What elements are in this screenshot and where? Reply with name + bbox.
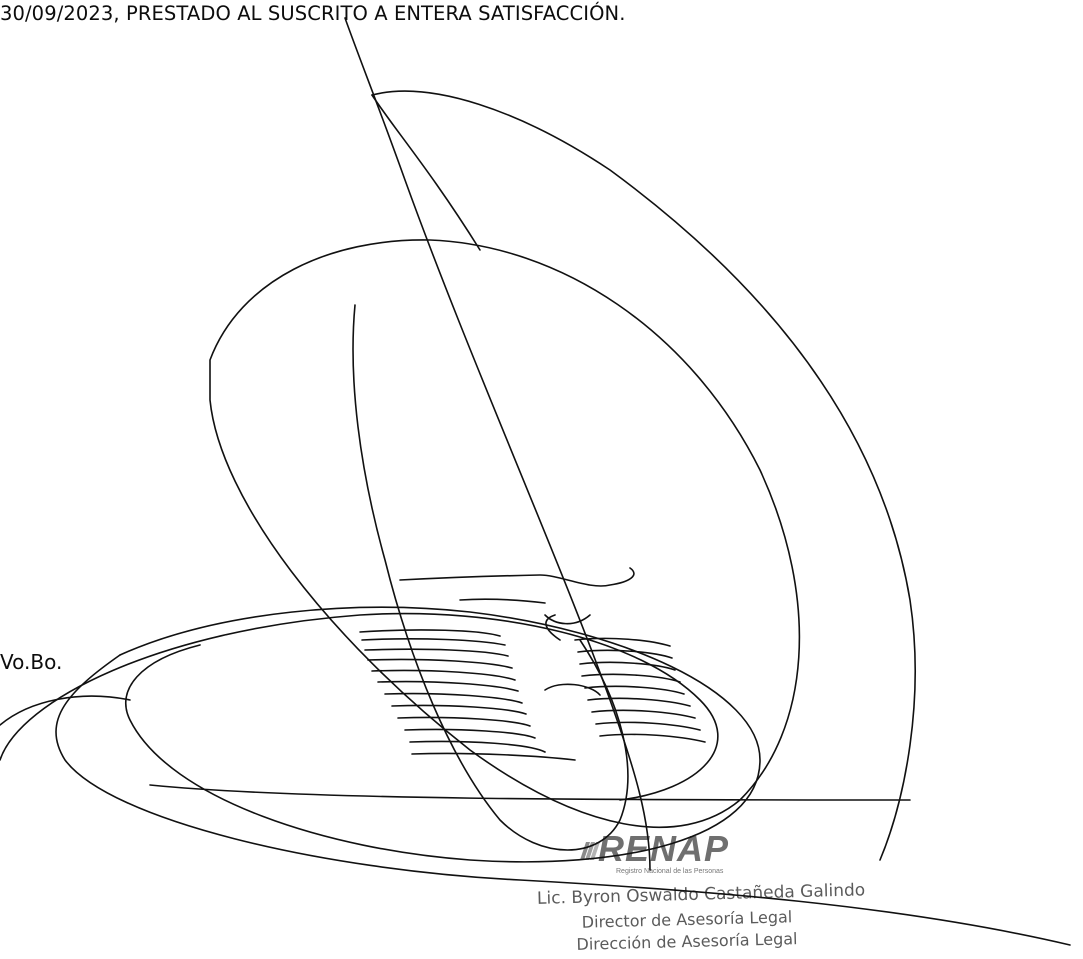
signature-stroke: [209, 239, 801, 828]
signature-stroke: [352, 304, 629, 851]
signature-stroke: [359, 629, 576, 761]
signature-stroke: [544, 683, 601, 696]
renap-wordmark: RENAP: [598, 828, 730, 869]
approval-label: Vo.Bo.: [0, 650, 63, 674]
signature-stroke: [574, 637, 706, 743]
signature-stroke: [371, 94, 481, 251]
signature-stroke: [371, 90, 916, 861]
signature-stroke: [399, 567, 635, 587]
signature-stroke: [0, 695, 131, 726]
signature-stroke: [119, 606, 761, 863]
signature-stroke: [344, 17, 651, 871]
signature-stroke: [545, 614, 561, 641]
signature-stroke: [544, 614, 591, 625]
document-header-text: 30/09/2023, PRESTADO AL SUSCRITO A ENTER…: [0, 2, 626, 25]
signature-stroke: [55, 654, 1071, 946]
signature-stroke: [459, 598, 546, 604]
renap-subtitle: Registro Nacional de las Personas: [616, 868, 724, 875]
signature-stroke: [0, 612, 719, 801]
signature-stroke: [149, 784, 911, 801]
